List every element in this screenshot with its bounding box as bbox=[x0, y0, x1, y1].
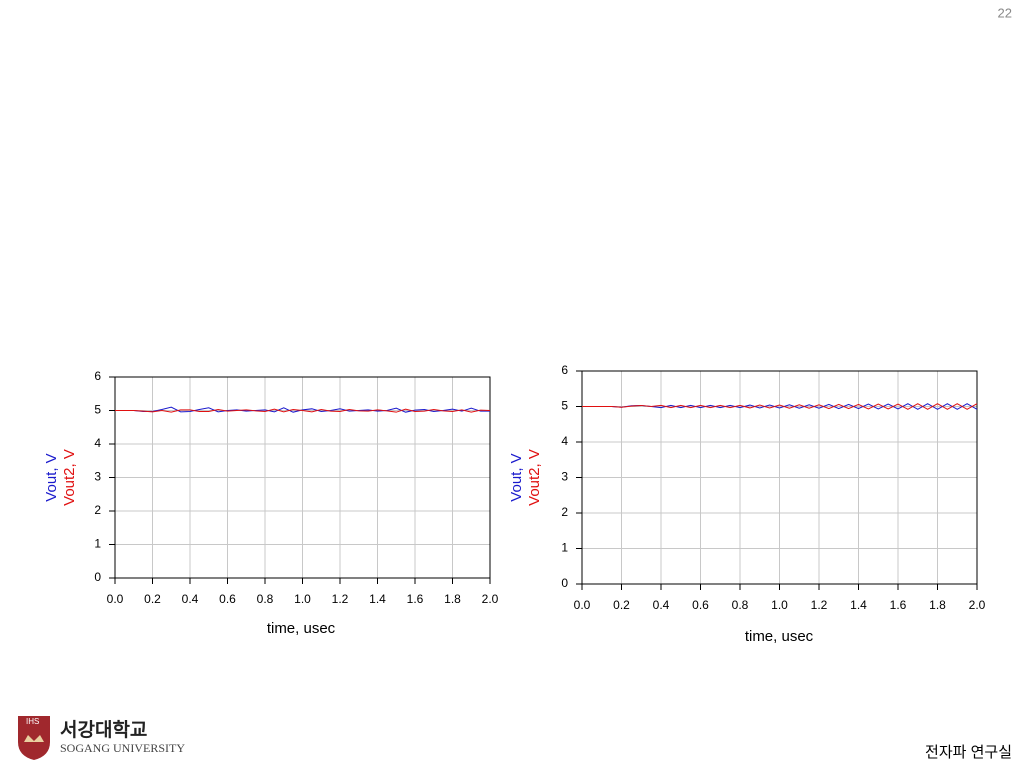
y-tick-label: 2 bbox=[561, 505, 568, 519]
x-tick-label: 2.0 bbox=[969, 598, 986, 612]
x-tick-label: 0.6 bbox=[692, 598, 709, 612]
y-tick-label: 5 bbox=[561, 399, 568, 413]
x-axis-label: time, usec bbox=[267, 620, 336, 637]
y-tick-label: 0 bbox=[94, 570, 101, 584]
chart: 0 1 2 3 4 5 6 0.0 0.2 0.4 0.6 0.8 1.0 1.2 1.4 1.6 1.8 2.0… bbox=[508, 363, 986, 645]
x-tick-label: 1.6 bbox=[407, 592, 424, 606]
y-tick-label: 4 bbox=[561, 434, 568, 448]
x-tick-label: 1.8 bbox=[929, 598, 946, 612]
legend-entry: Vout2, V bbox=[526, 449, 543, 506]
x-tick-label: 0.8 bbox=[732, 598, 749, 612]
x-tick-label: 1.4 bbox=[369, 592, 386, 606]
x-tick-label: 0.0 bbox=[574, 598, 591, 612]
logo-badge: IHS bbox=[26, 717, 39, 726]
x-tick-label: 0.0 bbox=[107, 592, 124, 606]
chart: 0 1 2 3 4 5 6 0.0 0.2 0.4 0.6 0.8 1.0 1.2 1.4 1.6 1.8 2.0… bbox=[43, 369, 499, 637]
y-tick-label: 6 bbox=[94, 369, 101, 383]
logo-crown bbox=[24, 735, 44, 742]
x-tick-label: 1.8 bbox=[444, 592, 461, 606]
y-tick-label: 1 bbox=[561, 541, 568, 555]
y-tick-label: 4 bbox=[94, 436, 101, 450]
x-tick-label: 1.2 bbox=[811, 598, 828, 612]
series-line bbox=[115, 408, 491, 413]
plot-frame bbox=[581, 370, 978, 585]
x-tick-label: 1.6 bbox=[890, 598, 907, 612]
page-number: 22 bbox=[998, 5, 1012, 20]
footer-label: 전자파 연구실 bbox=[925, 744, 1012, 761]
x-tick-label: 1.4 bbox=[850, 598, 867, 612]
x-tick-label: 2.0 bbox=[482, 592, 499, 606]
legend-entry: Vout, V bbox=[43, 453, 60, 501]
x-tick-label: 0.8 bbox=[257, 592, 274, 606]
y-tick-label: 3 bbox=[561, 470, 568, 484]
y-tick-label: 5 bbox=[94, 403, 101, 417]
x-tick-label: 0.2 bbox=[613, 598, 630, 612]
y-tick-label: 2 bbox=[94, 503, 101, 517]
x-tick-label: 0.4 bbox=[653, 598, 670, 612]
logo-shield bbox=[18, 716, 50, 760]
x-tick-label: 1.0 bbox=[771, 598, 788, 612]
legend-entry: Vout2, V bbox=[61, 449, 78, 506]
x-tick-label: 0.6 bbox=[219, 592, 236, 606]
x-axis-label: time, usec bbox=[745, 628, 814, 645]
legend-entry: Vout, V bbox=[508, 453, 525, 501]
x-tick-label: 1.0 bbox=[294, 592, 311, 606]
plot-frame bbox=[114, 376, 491, 579]
logo-english: SOGANG UNIVERSITY bbox=[60, 741, 185, 755]
y-tick-label: 1 bbox=[94, 537, 101, 551]
y-tick-label: 0 bbox=[561, 576, 568, 590]
y-tick-label: 3 bbox=[94, 470, 101, 484]
y-tick-label: 6 bbox=[561, 363, 568, 377]
x-tick-label: 1.2 bbox=[332, 592, 349, 606]
x-tick-label: 0.2 bbox=[144, 592, 161, 606]
logo-korean: 서강대학교 bbox=[60, 719, 147, 741]
series-line bbox=[582, 403, 978, 410]
logo: IHS 서강대학교 SOGANG UNIVERSITY bbox=[18, 716, 185, 760]
x-tick-label: 0.4 bbox=[182, 592, 199, 606]
